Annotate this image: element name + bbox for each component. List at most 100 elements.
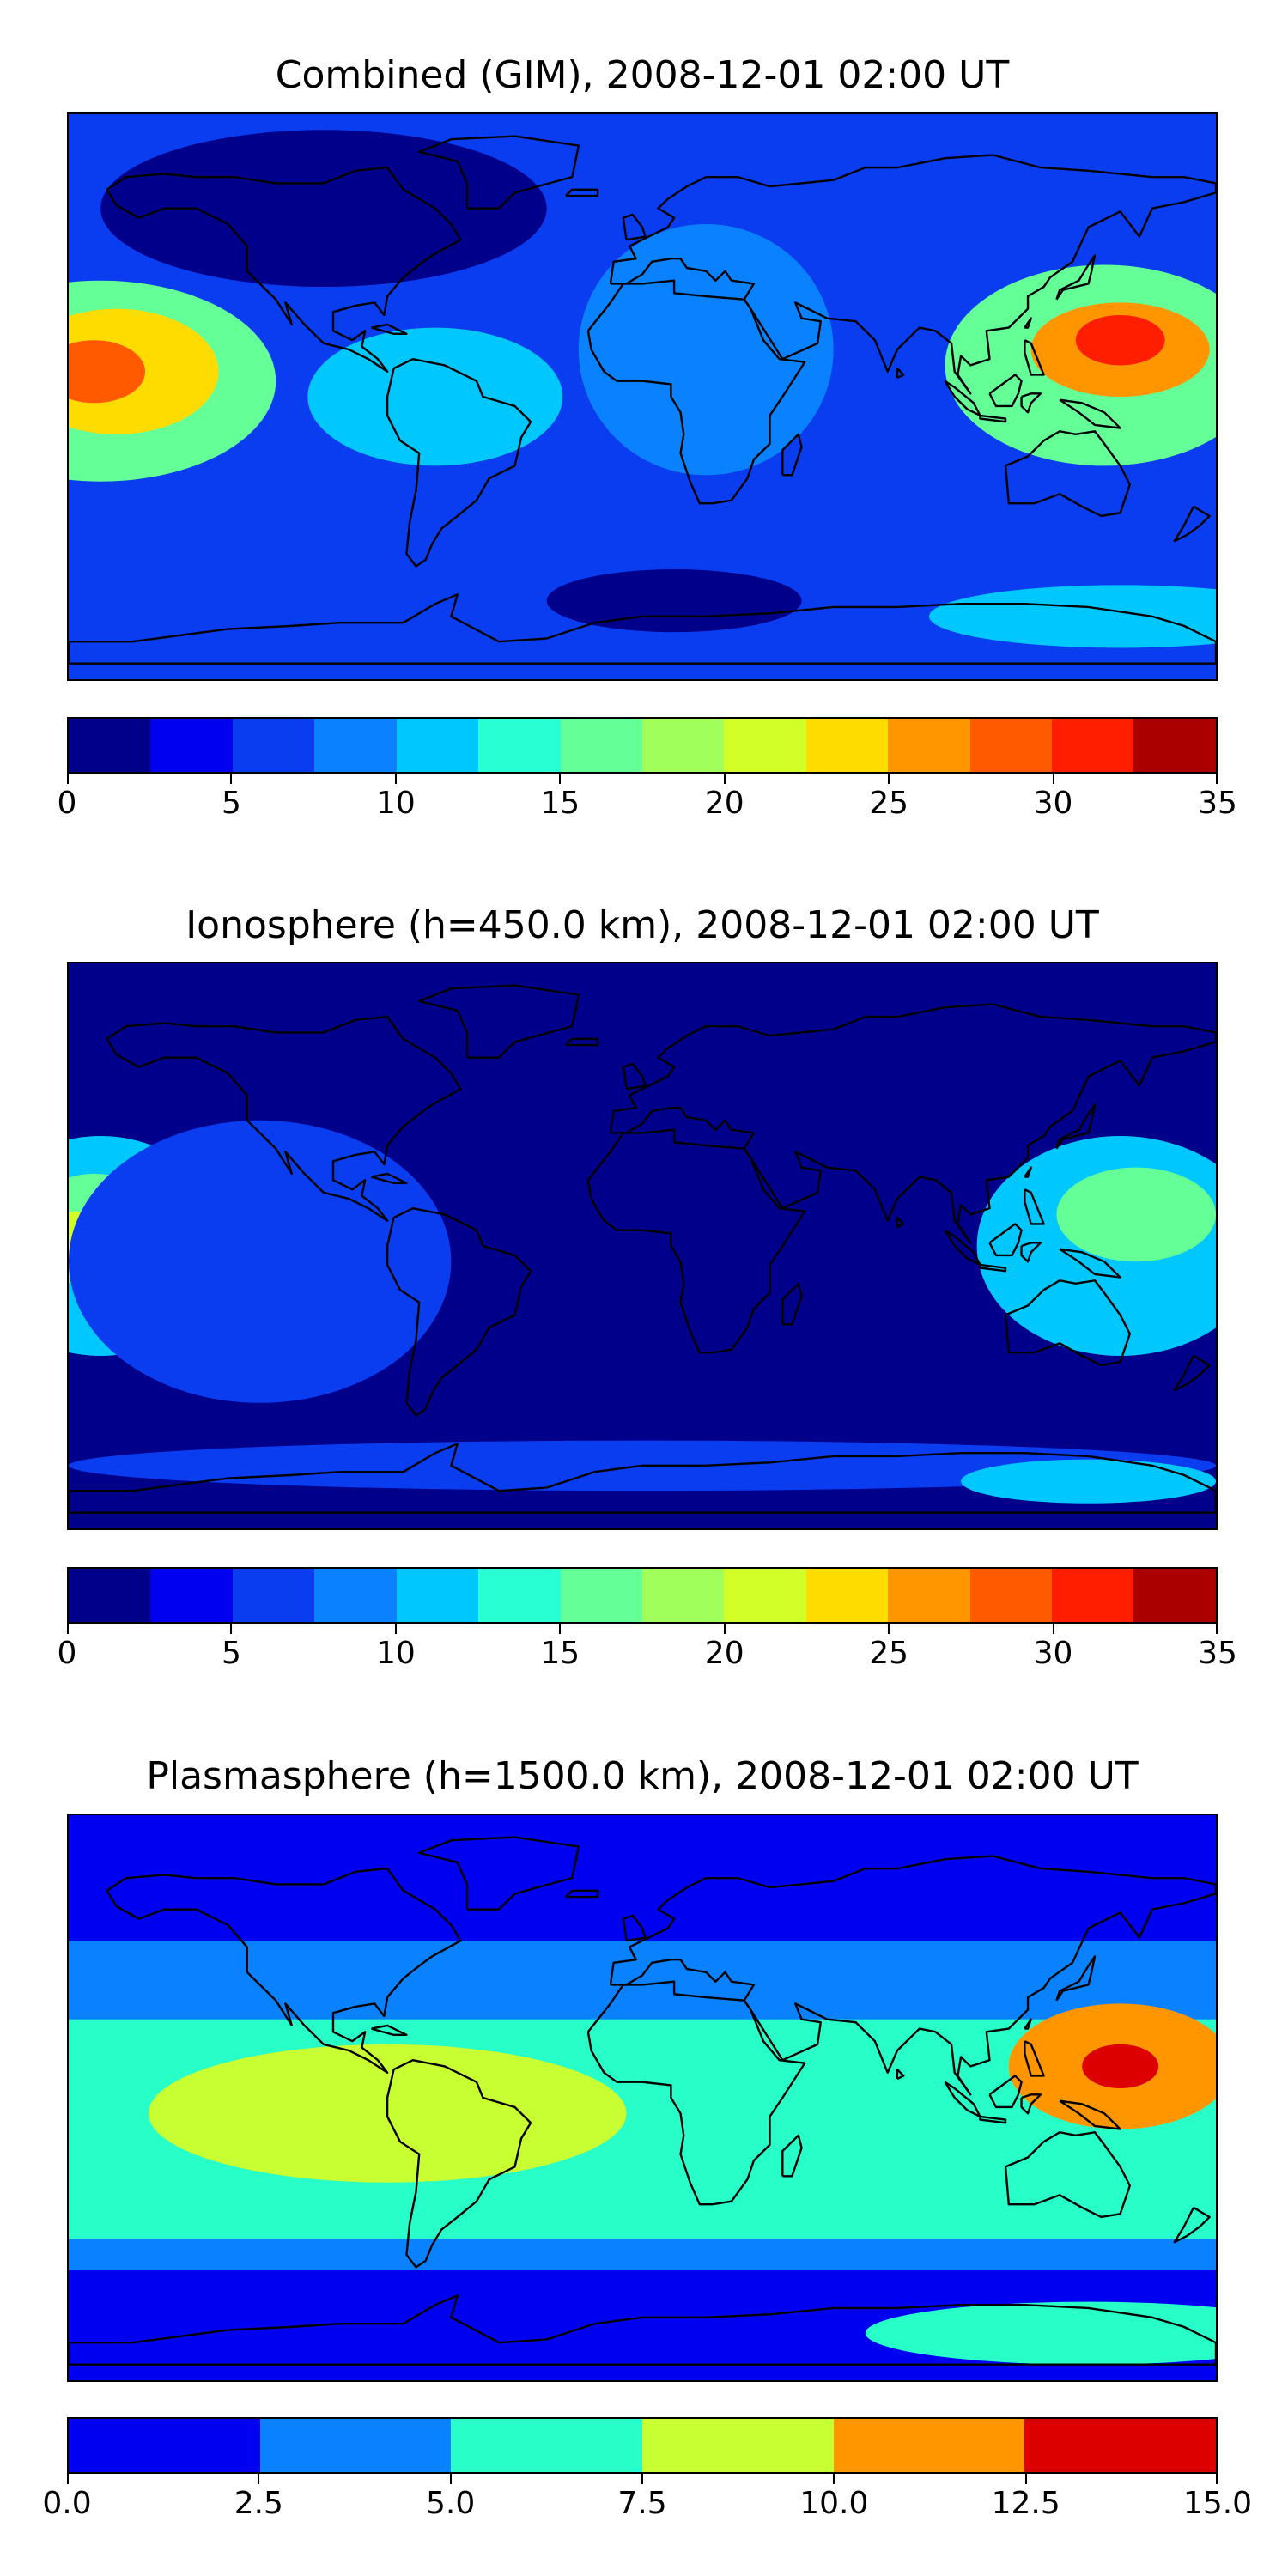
coastline-6 (69, 2294, 1216, 2366)
colorbar-tick (888, 774, 890, 784)
map-plasmasphere (67, 1814, 1218, 2382)
colorbar-tick-label: 25 (869, 786, 909, 821)
colorbar-ionosphere (67, 1567, 1218, 1624)
colorbar-segment-12 (1052, 1569, 1134, 1622)
colorbar-tick (230, 774, 233, 784)
heatmap-region-7 (578, 223, 834, 476)
heatmap-region-4 (1056, 1167, 1216, 1262)
coastline-9 (622, 213, 647, 241)
colorbar-tick (258, 2474, 260, 2484)
heatmap-region-2 (69, 340, 146, 404)
colorbar-tick (1024, 2474, 1027, 2484)
colorbar-tick (559, 774, 562, 784)
coastline-3 (609, 154, 1216, 395)
coastline-19 (979, 2115, 1007, 2124)
coastline-15 (1173, 505, 1211, 543)
coastline-19 (979, 1263, 1007, 1273)
coastline-4 (586, 1980, 806, 2206)
map-ionosphere (67, 962, 1218, 1530)
heatmap-band-0 (69, 1815, 1216, 1941)
coastline-8 (1055, 1103, 1097, 1150)
coastline-15 (1173, 2206, 1211, 2244)
heatmap-band-1 (69, 1941, 1216, 2020)
heatmap-band-3 (69, 2239, 1216, 2271)
colorbar-segment-6 (560, 719, 642, 772)
panel-title-ionosphere: Ionosphere (h=450.0 km), 2008-12-01 02:0… (185, 903, 1099, 947)
coastline-5 (1004, 430, 1131, 518)
colorbar-segment-9 (805, 1569, 889, 1622)
coastlines (69, 984, 1216, 1514)
coastline-20 (1024, 2018, 1032, 2030)
coastline-13 (1020, 1242, 1042, 1263)
colorbar-tick (723, 1624, 726, 1634)
colorbar-segment-12 (1052, 719, 1134, 772)
coastline-16 (565, 188, 599, 197)
coastline-18 (371, 2024, 408, 2037)
coastline-19 (979, 414, 1007, 423)
colorbar-tick-label: 35 (1198, 786, 1237, 821)
coastline-20 (1024, 317, 1032, 329)
coastline-11 (944, 1229, 981, 1267)
coastline-16 (565, 1037, 599, 1047)
colorbar-segment-5 (1024, 2419, 1217, 2472)
coastline-15 (1173, 1354, 1211, 1392)
coastline-17 (896, 2068, 905, 2081)
coastline-5 (1004, 2131, 1131, 2219)
coastline-0 (106, 166, 462, 373)
panel-title-combined: Combined (GIM), 2008-12-01 02:00 UT (275, 53, 1010, 97)
coastline-9 (622, 1062, 647, 1091)
heatmap-region-5 (69, 1120, 452, 1403)
colorbar-segment-7 (641, 1569, 725, 1622)
colorbar-tick-label: 5 (221, 1636, 241, 1671)
coastline-1 (417, 984, 580, 1059)
heatmap-svg (69, 114, 1216, 679)
coastline-12 (1059, 398, 1121, 429)
coastline-14 (1024, 339, 1045, 376)
colorbar-tick-label: 0.0 (42, 2486, 92, 2521)
colorbar-tick (1216, 774, 1218, 784)
colorbar-tick (888, 1624, 890, 1634)
coastline-17 (896, 1216, 905, 1229)
colorbar-segment-0 (69, 1569, 151, 1622)
colorbar-tick (1216, 1624, 1218, 1634)
colorbar-tick-label: 0 (57, 786, 77, 821)
colorbar-plasmasphere (67, 2417, 1218, 2474)
heatmap-svg (69, 1815, 1216, 2380)
colorbar-segment-2 (232, 719, 315, 772)
coastline-6 (69, 1443, 1216, 1514)
panel-title-plasmasphere: Plasmasphere (h=1500.0 km), 2008-12-01 0… (146, 1754, 1139, 1798)
colorbar-segment-3 (642, 2419, 834, 2472)
coastline-14 (1024, 1188, 1045, 1225)
coastline-10 (988, 1223, 1023, 1257)
coastline-13 (1020, 2093, 1042, 2115)
colorbar-tick-label: 15 (540, 786, 580, 821)
colorbar-tick (1052, 1624, 1054, 1634)
heatmap-region-8 (546, 569, 802, 633)
coastline-2 (386, 2058, 532, 2269)
coastline-0 (106, 1867, 462, 2074)
colorbar-segment-6 (560, 1569, 642, 1622)
coastline-3 (609, 1003, 1216, 1244)
colorbar-tick (723, 774, 726, 784)
colorbar-segment-8 (724, 719, 806, 772)
colorbar-segment-0 (69, 2419, 260, 2472)
colorbar-ticks-combined: 0 5 10 15 20 25 30 35 (58, 774, 1237, 825)
coastline-8 (1055, 1955, 1097, 2002)
colorbar-segment-4 (396, 1569, 479, 1622)
colorbar-tick-label: 15.0 (1182, 2486, 1253, 2521)
colorbar-segment-2 (451, 2419, 643, 2472)
colorbar-segment-13 (1133, 719, 1216, 772)
colorbar-tick-label: 12.5 (991, 2486, 1060, 2521)
colorbar-tick-label: 30 (1033, 1636, 1073, 1671)
colorbar-segment-8 (724, 1569, 806, 1622)
colorbar-segment-1 (150, 1569, 233, 1622)
coastline-18 (371, 1172, 408, 1185)
colorbar-tick-label: 10 (375, 786, 416, 821)
coastline-10 (988, 374, 1023, 408)
colorbar-tick-label: 30 (1033, 786, 1073, 821)
coastline-1 (417, 1836, 580, 1911)
coastline-9 (622, 1914, 647, 1942)
colorbar-tick (1216, 2474, 1218, 2484)
colorbar-segment-3 (314, 1569, 397, 1622)
colorbar-tick (833, 2474, 835, 2484)
